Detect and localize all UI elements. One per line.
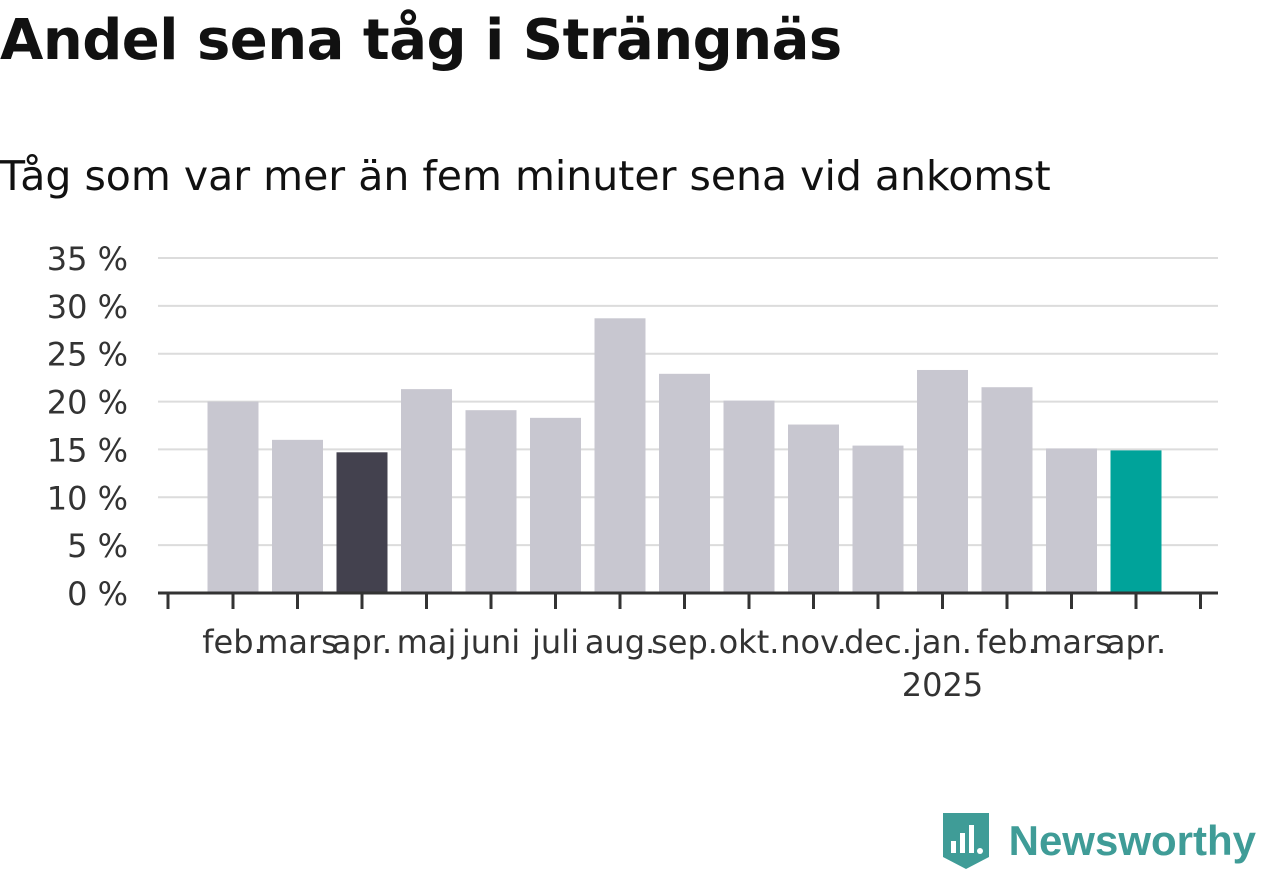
x-tick-label: aug. <box>585 623 655 661</box>
bar <box>207 401 259 593</box>
x-tick-label: apr. <box>1106 623 1166 661</box>
x-tick-label: sep. <box>651 623 718 661</box>
bar <box>659 373 710 593</box>
newsworthy-logo-icon <box>942 813 989 869</box>
y-tick-label: 5 % <box>67 527 128 565</box>
bar <box>530 417 581 593</box>
y-tick-label: 35 % <box>47 240 128 278</box>
bar-chart: 0 %5 %10 %15 %20 %25 %30 %35 %feb.marsap… <box>47 240 1218 704</box>
x-tick-label: feb. <box>976 623 1037 661</box>
brand-name: Newsworthy <box>1008 817 1256 864</box>
x-tick-label: juni <box>461 623 520 661</box>
x-tick-label: juli <box>531 623 579 661</box>
x-tick-label: jan. <box>912 623 972 661</box>
y-tick-label: 0 % <box>67 575 128 613</box>
y-tick-label: 10 % <box>47 479 128 517</box>
bar <box>1110 450 1162 593</box>
y-tick-label: 30 % <box>47 288 128 326</box>
x-tick-label: dec. <box>844 623 912 661</box>
x-tick-label: nov. <box>780 623 846 661</box>
bar <box>723 400 775 593</box>
brand: Newsworthy <box>941 811 1256 871</box>
x-tick-label: feb. <box>202 623 263 661</box>
bar <box>465 410 517 593</box>
year-label: 2025 <box>902 666 983 704</box>
x-tick-label: apr. <box>332 623 392 661</box>
x-tick-label: mars <box>1031 623 1112 661</box>
bar <box>336 452 388 593</box>
bar <box>272 439 323 593</box>
bar <box>1046 448 1097 593</box>
chart-title: Andel sena tåg i Strängnäs <box>0 8 842 73</box>
x-tick-label: mars <box>257 623 338 661</box>
bar <box>401 389 452 593</box>
x-tick-label: okt. <box>719 623 780 661</box>
y-tick-label: 15 % <box>47 431 128 469</box>
y-tick-label: 25 % <box>47 336 128 374</box>
bar <box>594 318 646 593</box>
bar <box>981 387 1033 593</box>
bar <box>852 445 904 593</box>
bar <box>917 369 968 593</box>
bar <box>788 424 839 593</box>
x-tick-label: maj <box>397 623 457 661</box>
y-tick-label: 20 % <box>47 384 128 422</box>
chart-subtitle: Tåg som var mer än fem minuter sena vid … <box>0 152 1051 200</box>
